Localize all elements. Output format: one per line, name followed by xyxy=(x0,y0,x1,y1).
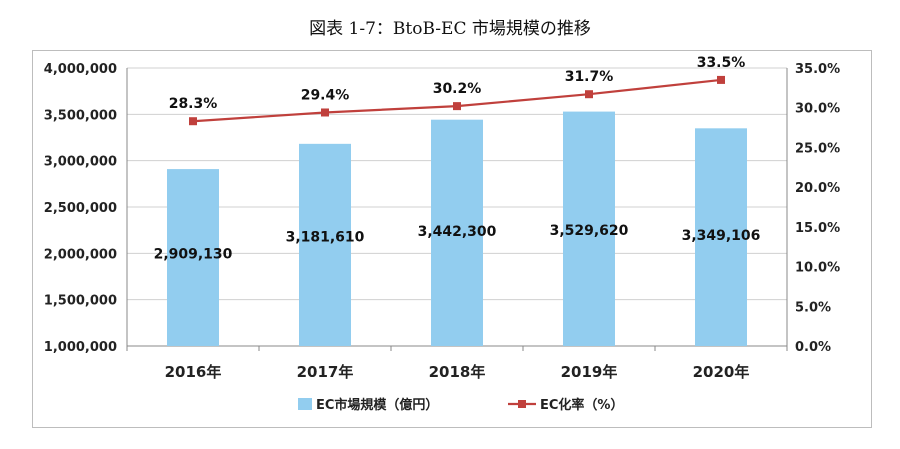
y-right-tick-label: 35.0% xyxy=(795,62,840,77)
ec-rate-data-label: 31.7% xyxy=(565,69,614,85)
bar-data-label: 3,529,620 xyxy=(550,223,629,239)
ec-rate-data-label: 33.5% xyxy=(697,55,746,71)
x-category-label: 2017年 xyxy=(297,363,354,381)
bar xyxy=(431,119,483,346)
ec-rate-data-label: 28.3% xyxy=(169,96,218,112)
bar xyxy=(695,128,747,346)
ec-rate-point xyxy=(321,108,329,117)
y-right-tick-label: 0.0% xyxy=(795,340,831,355)
bar xyxy=(299,143,351,346)
y-left-tick-label: 2,500,000 xyxy=(44,201,117,216)
ec-rate-point xyxy=(717,75,725,84)
legend-line-marker xyxy=(518,400,526,408)
y-right-tick-label: 25.0% xyxy=(795,141,840,156)
legend-bar-swatch xyxy=(298,398,312,410)
bar-data-label: 3,442,300 xyxy=(418,224,497,240)
chart-frame xyxy=(32,50,872,428)
x-category-label: 2016年 xyxy=(165,363,222,381)
bar xyxy=(167,169,219,346)
x-category-label: 2018年 xyxy=(429,363,486,381)
chart-title: 図表 1-7：BtoB-EC 市場規模の推移 xyxy=(309,19,591,39)
y-left-tick-label: 1,500,000 xyxy=(44,294,117,309)
y-right-tick-label: 5.0% xyxy=(795,300,831,315)
legend-bar-label: EC市場規模（億円） xyxy=(316,397,438,413)
ec-rate-point xyxy=(189,117,197,126)
x-category-label: 2019年 xyxy=(561,363,618,381)
ec-rate-point xyxy=(453,102,461,111)
y-right-tick-label: 10.0% xyxy=(795,261,840,276)
legend-line-label: EC化率（%） xyxy=(540,397,623,413)
x-category-label: 2020年 xyxy=(693,363,750,381)
bar xyxy=(563,111,615,346)
y-left-tick-label: 2,000,000 xyxy=(44,247,117,262)
y-left-tick-label: 4,000,000 xyxy=(44,62,117,77)
y-left-tick-label: 3,500,000 xyxy=(44,108,117,123)
ec-rate-data-label: 30.2% xyxy=(433,81,482,97)
y-right-tick-label: 20.0% xyxy=(795,181,840,196)
bar-data-label: 3,181,610 xyxy=(286,230,365,246)
ec-rate-data-label: 29.4% xyxy=(301,87,350,103)
bar-data-label: 2,909,130 xyxy=(154,246,233,262)
y-left-tick-label: 3,000,000 xyxy=(44,155,117,170)
ec-rate-point xyxy=(585,90,593,99)
y-right-tick-label: 30.0% xyxy=(795,102,840,117)
bar-data-label: 3,349,106 xyxy=(682,228,761,244)
y-right-tick-label: 15.0% xyxy=(795,221,840,236)
y-left-tick-label: 1,000,000 xyxy=(44,340,117,355)
